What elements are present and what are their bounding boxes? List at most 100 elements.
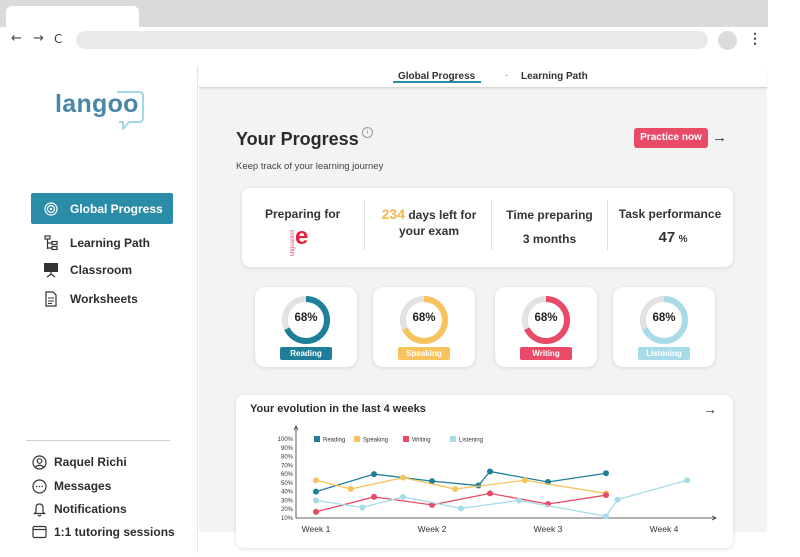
time-preparing-label: Time preparing — [506, 208, 593, 222]
profile-icon[interactable] — [718, 31, 737, 50]
target-icon — [40, 201, 62, 217]
data-point — [603, 492, 609, 499]
skill-tag: Speaking — [398, 347, 450, 360]
user-icon — [31, 454, 47, 470]
y-tick-label: 100% — [278, 437, 294, 443]
skill-tag: Reading — [280, 347, 332, 360]
progress-ring — [522, 296, 570, 344]
classroom-icon — [40, 262, 62, 278]
y-tick-label: 30% — [281, 498, 294, 504]
y-tick-label: 20% — [281, 507, 294, 513]
progress-ring — [640, 296, 688, 344]
sidebar-item-global-progress[interactable]: Global Progress — [31, 193, 173, 224]
document-icon — [40, 290, 62, 307]
evolution-line-chart: 100% 90% 80% 70% 60% 50% 40% 30% 20% 10% Week 1 Wee… — [278, 425, 717, 534]
browser-menu-icon[interactable]: ⋮ — [748, 30, 762, 46]
legend-label: Listening — [459, 438, 483, 444]
sidebar — [2, 66, 198, 553]
y-tick-label: 40% — [281, 490, 294, 496]
exam-logo-letter: e — [295, 223, 309, 250]
y-tick-label: 60% — [281, 472, 294, 478]
skill-card-writing[interactable]: 68% Writing — [495, 287, 597, 367]
sidebar-item-classroom[interactable]: Classroom — [31, 254, 173, 285]
skill-card-speaking[interactable]: 68% Speaking — [373, 287, 475, 367]
data-point — [400, 493, 406, 500]
user-profile-link[interactable]: Raquel Richi — [31, 452, 127, 472]
data-point — [359, 504, 366, 511]
evolution-card — [236, 395, 733, 548]
x-tick-label: Week 3 — [534, 524, 563, 534]
divider — [364, 200, 365, 250]
bell-icon — [31, 501, 47, 517]
sidebar-divider — [26, 440, 170, 441]
data-point — [347, 486, 354, 493]
reload-icon[interactable]: C — [54, 32, 63, 46]
skill-card-reading[interactable]: 68% Reading — [255, 287, 357, 367]
data-point — [603, 470, 609, 477]
tab-global-progress[interactable]: Global Progress — [398, 71, 476, 82]
tree-icon — [40, 234, 62, 251]
days-left-number: 234 — [381, 206, 405, 222]
legend-swatch — [314, 436, 320, 442]
logo-text: langoo — [55, 90, 139, 118]
y-tick-label: 90% — [281, 446, 294, 452]
page-subtitle: Keep track of your learning journey — [236, 161, 384, 172]
back-icon[interactable]: ← — [11, 31, 22, 46]
legend-label: Writing — [412, 438, 431, 444]
series-line — [315, 492, 607, 513]
days-left-text-line2: your exam — [398, 224, 460, 238]
skill-card-listening[interactable]: 68% Listening — [613, 287, 715, 367]
browser-tab[interactable] — [6, 6, 139, 28]
data-point — [684, 477, 691, 484]
x-tick-label: Week 4 — [650, 524, 679, 534]
x-tick-label: Week 1 — [302, 524, 331, 534]
user-name: Raquel Richi — [54, 455, 127, 469]
y-tick-label: 80% — [281, 455, 294, 461]
data-point — [487, 468, 493, 475]
data-point — [487, 490, 493, 497]
ring-fill — [400, 296, 448, 344]
legend-swatch — [354, 436, 360, 442]
langoo-logo[interactable]: langoo — [55, 88, 147, 134]
address-bar[interactable] — [76, 31, 708, 49]
data-point — [458, 505, 464, 512]
forward-icon[interactable]: → — [33, 31, 44, 46]
y-tick-label: 70% — [281, 463, 294, 469]
sidebar-item-label: Global Progress — [70, 201, 163, 216]
tab-learning-path[interactable]: Learning Path — [521, 71, 588, 82]
skill-percent: 68% — [294, 312, 318, 324]
practice-now-button[interactable]: Practice now — [634, 128, 708, 148]
sidebar-item-worksheets[interactable]: Worksheets — [31, 283, 173, 314]
skill-tag: Listening — [638, 347, 690, 360]
skill-percent: 68% — [652, 312, 676, 324]
sidebar-item-learning-path[interactable]: Learning Path — [31, 227, 173, 258]
days-left: 234 days left for — [372, 206, 486, 222]
data-point — [313, 477, 319, 484]
y-tick-label: 10% — [281, 516, 294, 522]
messages-label: Messages — [54, 479, 112, 493]
ring-fill — [640, 296, 688, 344]
calendar-icon — [31, 524, 47, 540]
notifications-link[interactable]: Notifications — [31, 499, 127, 519]
messages-link[interactable]: Messages — [31, 476, 111, 496]
data-point — [614, 496, 621, 503]
legend-label: Speaking — [363, 438, 388, 444]
data-point — [521, 477, 528, 484]
active-tab-indicator — [393, 81, 481, 83]
data-point — [313, 497, 319, 504]
chat-icon — [31, 478, 47, 494]
browser-tab-strip — [0, 0, 768, 28]
days-left-text: days left for — [408, 208, 477, 222]
preparing-for-label: Preparing for — [265, 207, 341, 221]
arrow-right-icon[interactable]: → — [712, 129, 727, 146]
data-point — [313, 488, 319, 495]
series-line — [315, 476, 607, 495]
progress-ring — [400, 296, 448, 344]
evolution-title: Your evolution in the last 4 weeks — [250, 403, 426, 415]
tutoring-sessions-link[interactable]: 1:1 tutoring sessions — [31, 522, 175, 542]
data-point — [400, 474, 406, 481]
info-icon[interactable]: i — [362, 127, 373, 138]
arrow-right-icon[interactable]: → — [703, 401, 717, 417]
divider — [491, 200, 492, 250]
ring-fill — [282, 296, 330, 344]
